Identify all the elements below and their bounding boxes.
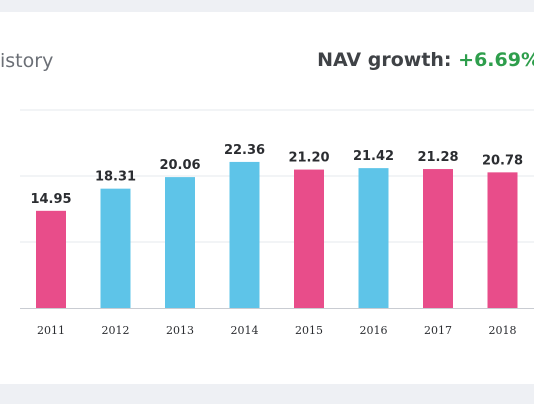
x-tick-label-2012: 2012 [102, 324, 130, 337]
bar-2011[interactable] [36, 210, 66, 308]
bar-2016[interactable] [358, 168, 389, 308]
data-label-2017: 21.28 [417, 150, 458, 165]
bar-2013[interactable] [165, 177, 195, 308]
data-label-2012: 18.31 [95, 170, 136, 185]
bar-2018[interactable] [487, 172, 518, 308]
x-tick-label-2015: 2015 [295, 324, 323, 337]
data-label-2014: 22.36 [224, 143, 265, 158]
x-tick-label-2014: 2014 [231, 324, 259, 337]
data-label-2013: 20.06 [159, 158, 200, 173]
page-background-strip [0, 384, 534, 404]
nav-growth-value: +6.69% [458, 49, 534, 71]
data-label-2016: 21.42 [353, 149, 394, 164]
x-tick-label-2016: 2016 [360, 324, 388, 337]
data-label-2015: 21.20 [288, 151, 329, 166]
x-tick-label-2018: 2018 [489, 324, 517, 337]
nav-growth-label: NAV growth: [317, 49, 452, 71]
bar-2012[interactable] [100, 188, 131, 308]
x-tick-label-2013: 2013 [166, 324, 194, 337]
chart-title: istory [0, 50, 54, 72]
bar-2015[interactable] [294, 169, 324, 308]
data-label-2011: 14.95 [30, 192, 71, 207]
bar-2014[interactable] [229, 161, 260, 308]
bar-2017[interactable] [423, 169, 453, 308]
nav-growth: NAV growth: +6.69% [317, 49, 534, 71]
x-tick-label-2011: 2011 [37, 324, 65, 337]
x-tick-label-2017: 2017 [424, 324, 452, 337]
data-label-2018: 20.78 [482, 153, 523, 168]
